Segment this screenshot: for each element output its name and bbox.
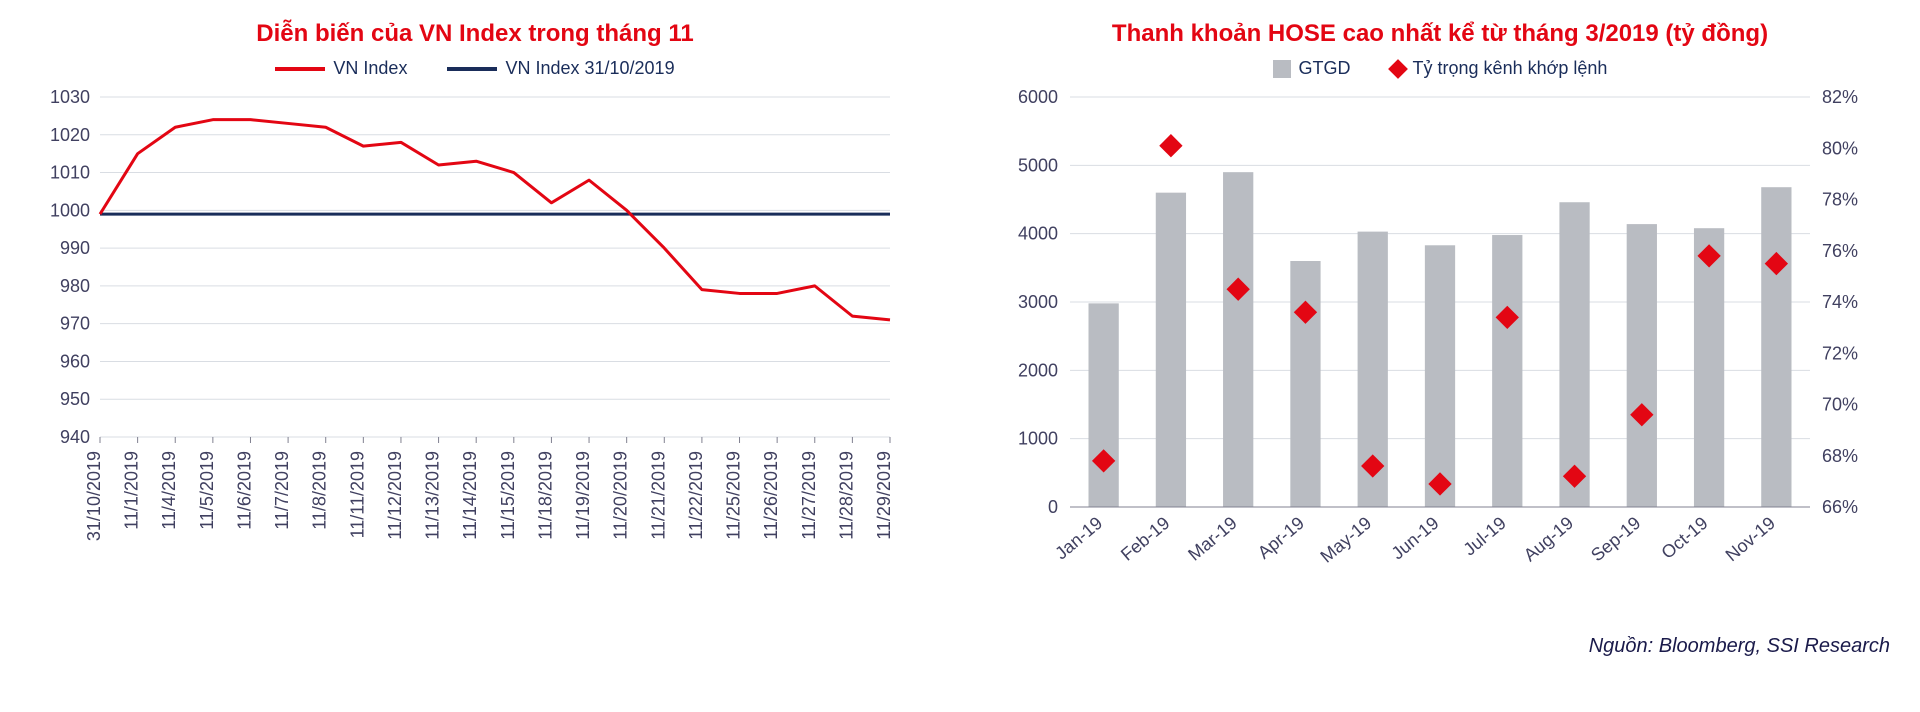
left-legend: VN Index VN Index 31/10/2019 [30, 58, 920, 79]
legend-gtgd: GTGD [1273, 58, 1351, 79]
svg-text:1030: 1030 [50, 87, 90, 107]
svg-text:76%: 76% [1822, 241, 1858, 261]
svg-text:74%: 74% [1822, 292, 1858, 312]
charts-row: Diễn biến của VN Index trong tháng 11 VN… [30, 20, 1890, 658]
right-legend: GTGD Tỷ trọng kênh khớp lệnh [990, 58, 1890, 79]
left-chart-svg: 940 950 960 970 980 990 1000 1010 1020 1030 31/10/… [30, 87, 910, 607]
svg-text:11/21/2019: 11/21/2019 [648, 451, 668, 540]
svg-text:11/28/2019: 11/28/2019 [836, 451, 856, 540]
svg-text:Apr-19: Apr-19 [1254, 513, 1308, 563]
svg-text:Sep-19: Sep-19 [1587, 513, 1644, 566]
svg-text:72%: 72% [1822, 343, 1858, 363]
legend-diamond-icon [1388, 59, 1408, 79]
svg-text:11/25/2019: 11/25/2019 [724, 451, 744, 540]
svg-text:0: 0 [1048, 497, 1058, 517]
right-chart-block: Thanh khoản HOSE cao nhất kể từ tháng 3/… [990, 20, 1890, 658]
svg-text:11/27/2019: 11/27/2019 [799, 451, 819, 540]
svg-text:1000: 1000 [50, 200, 90, 220]
right-chart-title: Thanh khoản HOSE cao nhất kể từ tháng 3/… [990, 20, 1890, 48]
svg-text:11/18/2019: 11/18/2019 [535, 451, 555, 540]
source-text: Nguồn: Bloomberg, SSI Research [990, 635, 1890, 658]
legend-label: VN Index 31/10/2019 [505, 58, 674, 79]
svg-text:11/4/2019: 11/4/2019 [159, 451, 179, 530]
svg-text:950: 950 [60, 389, 90, 409]
svg-text:970: 970 [60, 314, 90, 334]
svg-text:Feb-19: Feb-19 [1117, 513, 1174, 565]
svg-text:960: 960 [60, 351, 90, 371]
svg-text:11/20/2019: 11/20/2019 [611, 451, 631, 540]
svg-text:May-19: May-19 [1316, 513, 1375, 567]
svg-text:11/29/2019: 11/29/2019 [874, 451, 894, 540]
svg-text:82%: 82% [1822, 87, 1858, 107]
svg-text:Jun-19: Jun-19 [1388, 513, 1443, 564]
right-chart-svg: 0 1000 2000 3000 4000 5000 6000 66% 68% 70% 72% 74%… [990, 87, 1890, 627]
legend-line-icon [275, 67, 325, 71]
svg-text:Aug-19: Aug-19 [1520, 513, 1577, 566]
svg-text:68%: 68% [1822, 446, 1858, 466]
svg-text:Jan-19: Jan-19 [1051, 513, 1106, 564]
svg-text:11/11/2019: 11/11/2019 [347, 451, 367, 538]
legend-label: GTGD [1299, 58, 1351, 79]
svg-text:11/13/2019: 11/13/2019 [423, 451, 443, 540]
svg-text:1010: 1010 [50, 163, 90, 183]
svg-text:2000: 2000 [1018, 360, 1058, 380]
svg-text:11/12/2019: 11/12/2019 [385, 451, 405, 540]
svg-text:11/6/2019: 11/6/2019 [234, 451, 254, 530]
svg-text:11/1/2019: 11/1/2019 [122, 451, 142, 530]
legend-baseline: VN Index 31/10/2019 [447, 58, 674, 79]
svg-text:Nov-19: Nov-19 [1722, 513, 1779, 566]
svg-text:980: 980 [60, 276, 90, 296]
svg-text:11/8/2019: 11/8/2019 [310, 451, 330, 530]
legend-vn-index: VN Index [275, 58, 407, 79]
svg-text:5000: 5000 [1018, 155, 1058, 175]
svg-text:66%: 66% [1822, 497, 1858, 517]
svg-text:3000: 3000 [1018, 292, 1058, 312]
svg-text:11/22/2019: 11/22/2019 [686, 451, 706, 540]
svg-text:70%: 70% [1822, 395, 1858, 415]
left-chart-title: Diễn biến của VN Index trong tháng 11 [30, 20, 920, 48]
svg-text:11/26/2019: 11/26/2019 [761, 451, 781, 540]
svg-text:80%: 80% [1822, 138, 1858, 158]
legend-line-icon [447, 67, 497, 71]
svg-text:11/7/2019: 11/7/2019 [272, 451, 292, 530]
svg-text:Mar-19: Mar-19 [1184, 513, 1241, 565]
svg-text:31/10/2019: 31/10/2019 [84, 451, 104, 541]
svg-text:940: 940 [60, 427, 90, 447]
svg-text:6000: 6000 [1018, 87, 1058, 107]
svg-text:Oct-19: Oct-19 [1657, 513, 1711, 563]
svg-text:Jul-19: Jul-19 [1459, 513, 1509, 560]
left-chart-block: Diễn biến của VN Index trong tháng 11 VN… [30, 20, 920, 607]
svg-text:11/19/2019: 11/19/2019 [573, 451, 593, 540]
svg-text:11/14/2019: 11/14/2019 [460, 451, 480, 540]
svg-text:1000: 1000 [1018, 429, 1058, 449]
svg-text:1020: 1020 [50, 125, 90, 145]
svg-text:11/5/2019: 11/5/2019 [197, 451, 217, 530]
legend-label: Tỷ trọng kênh khớp lệnh [1413, 58, 1608, 79]
svg-text:11/15/2019: 11/15/2019 [498, 451, 518, 540]
legend-label: VN Index [333, 58, 407, 79]
legend-ty-trong: Tỷ trọng kênh khớp lệnh [1391, 58, 1608, 79]
svg-text:4000: 4000 [1018, 224, 1058, 244]
svg-text:990: 990 [60, 238, 90, 258]
svg-text:78%: 78% [1822, 190, 1858, 210]
legend-bar-icon [1273, 60, 1291, 78]
